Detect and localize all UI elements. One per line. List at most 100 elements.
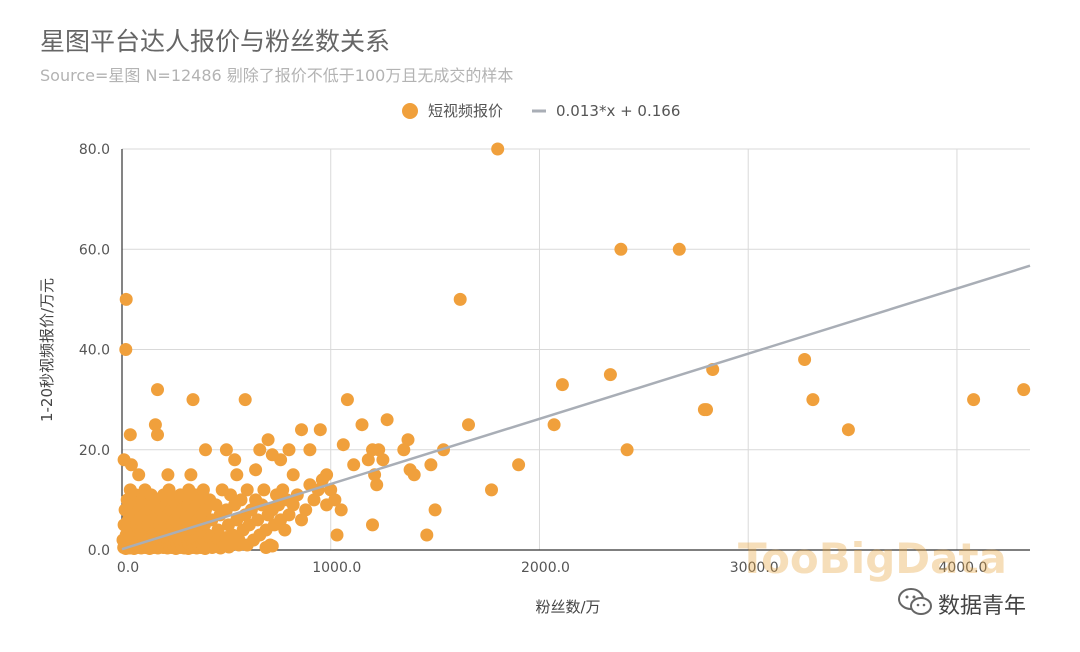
- data-point: [282, 443, 296, 457]
- data-point: [397, 443, 411, 457]
- data-point: [340, 393, 354, 407]
- data-point: [151, 428, 164, 442]
- data-point: [299, 503, 313, 517]
- data-point: [196, 483, 210, 497]
- data-point: [257, 483, 271, 497]
- data-point: [234, 493, 248, 507]
- y-tick-label: 20.0: [79, 443, 110, 459]
- data-point: [672, 242, 686, 256]
- y-tick-label: 60.0: [79, 242, 110, 258]
- x-tick-label: 1000.0: [312, 560, 361, 576]
- data-point: [512, 458, 526, 472]
- data-point: [228, 453, 242, 467]
- legend-points-swatch: [402, 103, 418, 119]
- legend-points-label: 短视频报价: [428, 102, 503, 120]
- chart-subtitle: Source=星图 N=12486 剔除了报价不低于100万且无成交的样本: [40, 66, 514, 85]
- data-point: [462, 418, 475, 432]
- data-point: [614, 242, 628, 256]
- data-point: [240, 483, 254, 497]
- data-point: [132, 468, 146, 482]
- wechat-account-name: 数据青年: [938, 594, 1027, 619]
- data-point: [251, 513, 265, 527]
- data-point: [307, 493, 321, 507]
- data-point: [295, 513, 308, 527]
- x-tick-label: 3000.0: [730, 560, 779, 576]
- data-point: [485, 483, 498, 497]
- data-point: [407, 468, 421, 482]
- data-point: [124, 458, 138, 472]
- data-point: [798, 353, 812, 366]
- data-point: [286, 468, 300, 482]
- data-point: [161, 468, 175, 482]
- data-point: [282, 508, 296, 522]
- data-point: [967, 393, 981, 407]
- data-point: [491, 142, 505, 156]
- data-point: [119, 343, 133, 356]
- data-point: [700, 403, 713, 417]
- y-tick-label: 0.0: [88, 543, 110, 559]
- watermark-brand: TooBigData: [738, 534, 1007, 583]
- data-point: [603, 368, 617, 382]
- data-point: [186, 393, 200, 407]
- data-point: [313, 423, 327, 437]
- data-point: [370, 478, 384, 492]
- x-tick-label: 0.0: [117, 560, 139, 576]
- data-point: [347, 458, 361, 472]
- data-point: [366, 518, 379, 532]
- data-point: [620, 443, 634, 457]
- wechat-icon: [898, 588, 932, 615]
- data-point: [240, 538, 254, 552]
- legend-trendline-label: 0.013*x + 0.166: [556, 102, 680, 120]
- data-point: [278, 523, 292, 537]
- data-point: [276, 483, 290, 497]
- data-point: [401, 433, 415, 447]
- data-point: [199, 443, 212, 457]
- data-point: [209, 498, 223, 512]
- data-point: [184, 468, 198, 482]
- data-point: [334, 503, 348, 517]
- data-point: [372, 443, 386, 457]
- data-point: [315, 473, 329, 487]
- data-point: [119, 292, 133, 306]
- data-point: [428, 503, 442, 517]
- y-axis-title: 1-20秒视频报价/万元: [38, 278, 56, 422]
- x-tick-label: 4000.0: [938, 560, 987, 576]
- data-point: [303, 443, 317, 457]
- data-point: [380, 413, 394, 427]
- trendline: [121, 264, 1031, 551]
- data-point: [286, 498, 300, 512]
- data-point: [320, 498, 334, 512]
- data-point: [330, 528, 344, 542]
- data-point: [249, 463, 263, 477]
- data-point: [261, 433, 275, 447]
- trendline-group: [121, 264, 1031, 551]
- data-point: [324, 483, 338, 497]
- data-point: [219, 443, 233, 457]
- legend: 短视频报价 0.013*x + 0.166: [402, 102, 680, 120]
- data-point: [265, 539, 279, 553]
- data-point: [376, 453, 390, 467]
- data-point: [361, 453, 375, 467]
- data-point: [253, 443, 267, 457]
- data-point: [336, 438, 350, 452]
- data-point: [199, 503, 212, 517]
- data-point: [355, 418, 369, 432]
- data-point: [453, 292, 467, 306]
- data-point: [151, 383, 164, 397]
- data-point: [295, 423, 308, 437]
- data-point: [230, 468, 244, 482]
- data-point: [274, 453, 288, 467]
- x-axis-title: 粉丝数/万: [535, 598, 600, 616]
- data-point: [555, 378, 569, 392]
- data-point: [841, 423, 855, 437]
- data-point: [238, 393, 252, 407]
- data-point: [420, 528, 434, 542]
- data-point: [123, 428, 137, 442]
- data-point: [1017, 383, 1031, 397]
- chart-title: 星图平台达人报价与粉丝数关系: [40, 27, 391, 56]
- data-points: [116, 142, 1031, 555]
- y-tick-label: 40.0: [79, 343, 110, 359]
- data-point: [162, 483, 176, 497]
- data-point: [148, 418, 162, 432]
